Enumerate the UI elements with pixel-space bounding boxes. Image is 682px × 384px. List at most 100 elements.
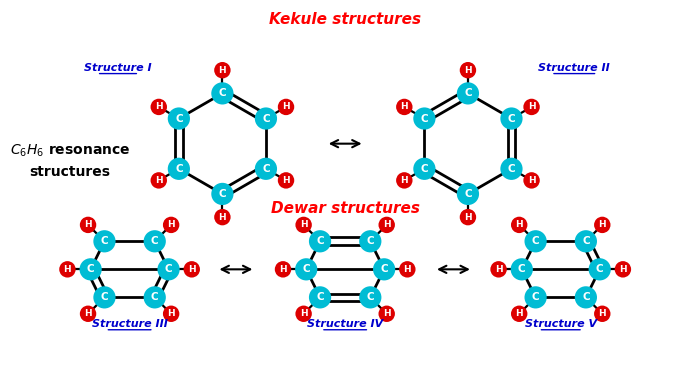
Circle shape [501,108,522,130]
Circle shape [163,217,179,233]
Text: H: H [188,265,196,274]
Circle shape [295,258,317,280]
Circle shape [309,286,331,308]
Text: Dewar structures: Dewar structures [271,201,419,216]
Text: C: C [507,114,516,124]
Circle shape [255,158,277,180]
Circle shape [523,172,539,189]
Text: H: H [155,103,162,111]
Circle shape [457,183,479,205]
Text: H: H [599,309,606,318]
Text: H: H [167,220,175,229]
Text: H: H [528,176,535,185]
Circle shape [80,306,96,322]
Text: H: H [516,220,523,229]
Text: C: C [421,164,428,174]
Circle shape [278,99,294,115]
Circle shape [396,172,413,189]
Text: H: H [167,309,175,318]
Circle shape [396,99,413,115]
Circle shape [379,306,395,322]
Text: C: C [381,264,388,274]
Text: C: C [101,292,108,302]
Circle shape [309,230,331,252]
Text: H: H [219,66,226,75]
Text: H: H [383,309,391,318]
Circle shape [183,261,200,278]
Text: Structure V: Structure V [524,319,597,329]
Circle shape [158,258,179,280]
Circle shape [413,108,436,130]
Circle shape [275,261,291,278]
Text: C: C [262,164,270,174]
Text: Structure II: Structure II [538,63,610,73]
Circle shape [295,306,312,322]
Text: Structure III: Structure III [91,319,168,329]
Text: H: H [63,265,71,274]
Circle shape [399,261,415,278]
Circle shape [211,82,233,104]
Text: H: H [85,309,92,318]
Circle shape [144,286,166,308]
Text: C: C [316,236,324,246]
Circle shape [501,158,522,180]
Text: C: C [219,88,226,98]
Circle shape [594,217,610,233]
Text: C: C [87,264,94,274]
Circle shape [511,258,533,280]
Text: H: H [464,66,472,75]
Text: Structure I: Structure I [84,63,152,73]
Circle shape [59,261,76,278]
Text: C: C [175,164,183,174]
Text: H: H [599,220,606,229]
Circle shape [359,230,381,252]
Circle shape [214,62,231,78]
Text: C: C [582,292,590,302]
Text: H: H [464,213,472,222]
Circle shape [524,286,547,308]
Text: C: C [366,236,374,246]
Text: H: H [516,309,523,318]
Circle shape [373,258,396,280]
Text: H: H [494,265,503,274]
Text: C: C [366,292,374,302]
Text: H: H [400,103,408,111]
Circle shape [614,261,631,278]
Text: C: C [219,189,226,199]
Circle shape [80,217,96,233]
Circle shape [151,172,167,189]
Circle shape [144,230,166,252]
Circle shape [379,217,395,233]
Text: H: H [619,265,627,274]
Text: Structure IV: Structure IV [307,319,383,329]
Circle shape [575,230,597,252]
Circle shape [214,209,231,225]
Text: C: C [262,114,270,124]
Text: H: H [300,309,308,318]
Circle shape [295,217,312,233]
Text: C: C [596,264,604,274]
Text: H: H [155,176,162,185]
Circle shape [460,62,476,78]
Text: C: C [101,236,108,246]
Circle shape [151,99,167,115]
Text: H: H [528,103,535,111]
Text: C: C [507,164,516,174]
Text: C: C [421,114,428,124]
Circle shape [359,286,381,308]
Text: C: C [151,292,158,302]
Text: C: C [518,264,526,274]
Text: C: C [464,88,472,98]
Circle shape [523,99,539,115]
Circle shape [511,217,527,233]
Text: Kekule structures: Kekule structures [269,12,421,27]
Circle shape [589,258,611,280]
Circle shape [168,158,190,180]
Circle shape [457,82,479,104]
Text: H: H [282,103,290,111]
Text: C: C [532,236,539,246]
Circle shape [511,306,527,322]
Text: H: H [282,176,290,185]
Text: C: C [464,189,472,199]
Circle shape [163,306,179,322]
